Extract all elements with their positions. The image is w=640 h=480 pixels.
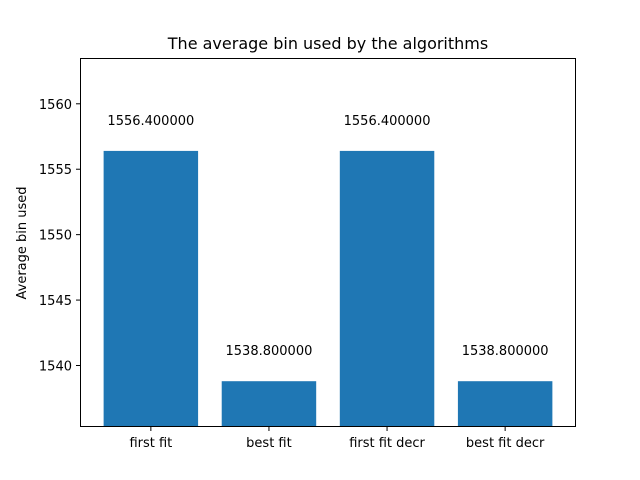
bar-value-label-2: 1556.400000 [344, 114, 431, 129]
x-tick-label-3: best fit decr [466, 436, 545, 451]
chart-title: The average bin used by the algorithms [167, 34, 488, 53]
y-axis-label: Average bin used [15, 186, 30, 299]
bar-2 [339, 150, 435, 428]
data-labels-group: 1556.400000 1538.800000 1556.400000 1538.80… [107, 114, 548, 359]
bar-value-label-1: 1538.800000 [226, 344, 313, 359]
plot-area-frame [80, 58, 576, 427]
y-tick-label-4: 1560 [39, 98, 72, 113]
bar-value-label-0: 1556.400000 [107, 114, 194, 129]
x-axis-ticks: first fit best fit first fit decr best fit … [129, 427, 545, 451]
x-tick-label-0: first fit [129, 436, 172, 451]
bar-value-label-3: 1538.800000 [462, 344, 549, 359]
bar-1 [221, 381, 317, 427]
bars-group [103, 150, 553, 428]
bar-0 [103, 150, 199, 428]
y-tick-label-0: 1540 [39, 360, 72, 375]
x-tick-label-2: first fit decr [349, 436, 425, 451]
x-tick-label-1: best fit [246, 436, 292, 451]
y-tick-label-1: 1545 [39, 294, 72, 309]
y-tick-label-2: 1550 [39, 229, 72, 244]
bar-3 [457, 381, 553, 427]
y-tick-label-3: 1555 [39, 163, 72, 178]
y-axis-ticks: 1540 1545 1550 1555 1560 [39, 98, 80, 375]
